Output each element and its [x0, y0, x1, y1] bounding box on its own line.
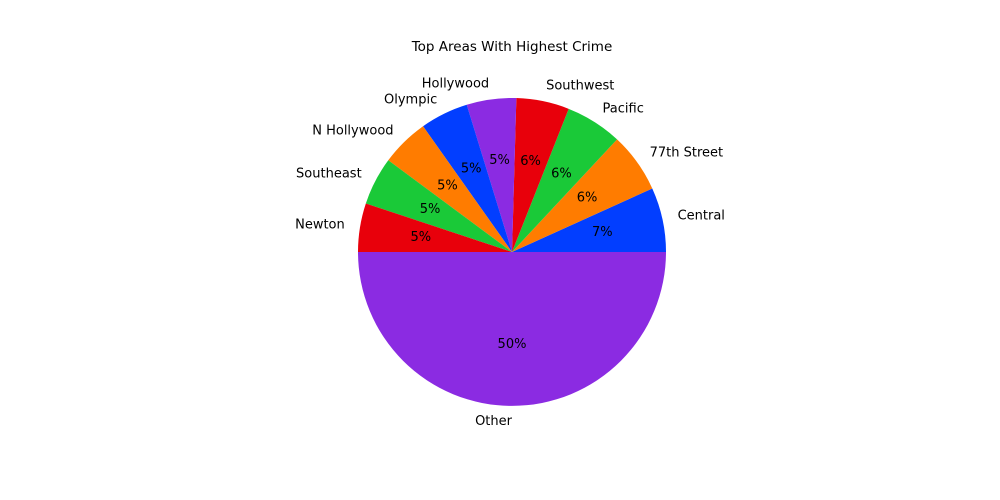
- slice-percent-label: 5%: [437, 178, 458, 193]
- pie-slice-olympic: [423, 104, 512, 252]
- slice-label: Pacific: [603, 101, 644, 116]
- pie-slice-n-hollywood: [388, 126, 512, 252]
- slice-percent-label: 5%: [410, 230, 431, 245]
- slice-label: Olympic: [384, 92, 437, 107]
- slice-label: N Hollywood: [312, 123, 393, 138]
- slice-percent-label: 5%: [420, 202, 441, 217]
- pie-slice-newton: [358, 203, 512, 252]
- slice-label: Hollywood: [422, 77, 489, 92]
- slice-percent-label: 50%: [498, 337, 527, 352]
- slice-label: Central: [678, 209, 725, 224]
- slice-label: Southwest: [546, 79, 614, 94]
- slice-label: Southeast: [296, 166, 362, 181]
- pie-slice-central: [512, 188, 666, 252]
- slice-label: Newton: [295, 217, 345, 232]
- slice-percent-label: 6%: [577, 191, 598, 206]
- pie-slice-other: [358, 252, 666, 406]
- pie-labels: Central 77th Street Pacific Southwest Hollyw…: [295, 77, 725, 429]
- slice-percent-label: 6%: [520, 154, 541, 169]
- slice-percent-label: 6%: [551, 166, 572, 181]
- pie-percent-labels: 7%6%6%6%5%5%5%5%5%50%: [410, 153, 612, 352]
- slice-percent-label: 7%: [592, 225, 613, 240]
- pie-slices: [358, 98, 666, 406]
- slice-label: Other: [475, 414, 513, 429]
- slice-percent-label: 5%: [461, 162, 482, 177]
- pie-slice-hollywood: [466, 98, 517, 253]
- pie-slice-southwest: [512, 98, 569, 252]
- pie-slice-77th-street: [512, 139, 653, 252]
- slice-label: 77th Street: [650, 146, 724, 161]
- pie-slice-pacific: [512, 108, 618, 252]
- pie-slice-southeast: [365, 160, 512, 252]
- chart-title: Top Areas With Highest Crime: [411, 39, 613, 55]
- slice-percent-label: 5%: [489, 153, 510, 168]
